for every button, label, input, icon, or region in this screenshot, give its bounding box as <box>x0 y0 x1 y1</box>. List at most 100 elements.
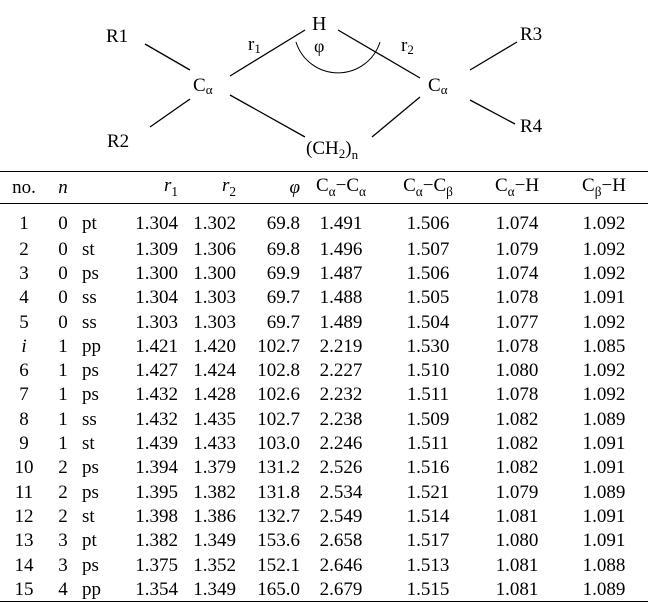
bond-bridge-left <box>230 95 305 137</box>
cell-n: 2 <box>48 456 78 480</box>
cell-ca-ca: 2.658 <box>300 529 382 553</box>
cell-phi: 103.0 <box>236 431 300 455</box>
cell-r1: 1.398 <box>118 504 178 528</box>
cell-r1: 1.395 <box>118 480 178 504</box>
cell-ca-cb: 1.530 <box>382 334 474 358</box>
cell-type: pt <box>78 529 118 553</box>
cell-ca-cb: 1.506 <box>382 261 474 285</box>
cell-ca-cb: 1.505 <box>382 286 474 310</box>
cell-ca-h: 1.074 <box>474 261 560 285</box>
cell-ca-h: 1.078 <box>474 286 560 310</box>
cell-r2: 1.433 <box>178 431 236 455</box>
table-row: 61ps1.4271.424102.82.2271.5101.0801.092 <box>0 358 648 382</box>
cell-r2: 1.302 <box>178 204 236 238</box>
cell-cb-h: 1.092 <box>560 237 648 261</box>
cell-ca-ca: 2.534 <box>300 480 382 504</box>
bond-r2-label: r2 <box>401 35 414 57</box>
cell-r2: 1.420 <box>178 334 236 358</box>
cell-ca-h: 1.081 <box>474 577 560 602</box>
cell-no: 2 <box>0 237 48 261</box>
cell-ca-ca: 2.232 <box>300 383 382 407</box>
cell-n: 2 <box>48 504 78 528</box>
bond-r1-left <box>145 44 190 70</box>
cell-type: pp <box>78 334 118 358</box>
cell-ca-h: 1.080 <box>474 529 560 553</box>
table-row: 102ps1.3941.379131.22.5261.5161.0821.091 <box>0 456 648 480</box>
table-row: 143ps1.3751.352152.12.6461.5131.0811.088 <box>0 553 648 577</box>
cell-no: i <box>0 334 48 358</box>
bond-bridge-right <box>372 97 420 137</box>
header-no: no. <box>0 172 48 204</box>
cell-ca-ca: 2.526 <box>300 456 382 480</box>
cell-no: 4 <box>0 286 48 310</box>
cell-cb-h: 1.092 <box>560 261 648 285</box>
cell-ca-ca: 2.646 <box>300 553 382 577</box>
cell-phi: 69.8 <box>236 237 300 261</box>
cell-ca-cb: 1.511 <box>382 431 474 455</box>
cell-r2: 1.424 <box>178 358 236 382</box>
cell-ca-ca: 1.488 <box>300 286 382 310</box>
cell-n: 3 <box>48 529 78 553</box>
cell-ca-cb: 1.517 <box>382 529 474 553</box>
cell-ca-ca: 2.219 <box>300 334 382 358</box>
substituent-r3: R3 <box>520 24 542 45</box>
header-r2: r2 <box>178 172 236 204</box>
cell-r2: 1.300 <box>178 261 236 285</box>
cell-ca-h: 1.078 <box>474 334 560 358</box>
table-row: 50ss1.3031.30369.71.4891.5041.0771.092 <box>0 310 648 334</box>
table-row: i1pp1.4211.420102.72.2191.5301.0781.085 <box>0 334 648 358</box>
structure-diagram: R1 R2 R3 R4 Cα Cα H φ r1 r2 (CH2)n <box>0 0 648 170</box>
carbon-left: Cα <box>193 75 213 97</box>
cell-type: ss <box>78 286 118 310</box>
cell-r1: 1.300 <box>118 261 178 285</box>
cell-n: 0 <box>48 286 78 310</box>
cell-no: 3 <box>0 261 48 285</box>
cell-r2: 1.303 <box>178 310 236 334</box>
cell-n: 1 <box>48 358 78 382</box>
cell-ca-cb: 1.511 <box>382 383 474 407</box>
cell-phi: 132.7 <box>236 504 300 528</box>
cell-cb-h: 1.089 <box>560 407 648 431</box>
cell-phi: 153.6 <box>236 529 300 553</box>
substituent-r4: R4 <box>520 116 543 137</box>
cell-ca-h: 1.082 <box>474 407 560 431</box>
cell-no: 5 <box>0 310 48 334</box>
cell-type: ss <box>78 407 118 431</box>
cell-cb-h: 1.092 <box>560 204 648 238</box>
cell-type: st <box>78 237 118 261</box>
cell-r2: 1.379 <box>178 456 236 480</box>
cell-ca-cb: 1.515 <box>382 577 474 602</box>
cell-phi: 165.0 <box>236 577 300 602</box>
cell-ca-h: 1.079 <box>474 237 560 261</box>
cell-ca-ca: 2.238 <box>300 407 382 431</box>
cell-r1: 1.354 <box>118 577 178 602</box>
cell-ca-ca: 2.549 <box>300 504 382 528</box>
cell-phi: 102.7 <box>236 407 300 431</box>
cell-r2: 1.428 <box>178 383 236 407</box>
cell-ca-ca: 1.487 <box>300 261 382 285</box>
cell-n: 1 <box>48 431 78 455</box>
cell-n: 0 <box>48 204 78 238</box>
cell-r1: 1.304 <box>118 204 178 238</box>
cell-cb-h: 1.089 <box>560 480 648 504</box>
cell-ca-cb: 1.509 <box>382 407 474 431</box>
cell-ca-h: 1.080 <box>474 358 560 382</box>
cell-ca-ca: 2.227 <box>300 358 382 382</box>
cell-n: 1 <box>48 407 78 431</box>
substituent-r1: R1 <box>106 26 128 47</box>
geometry-table: no. n r1 r2 φ Cα−Cα Cα−Cβ Cα−H Cβ−H 10pt… <box>0 171 648 602</box>
cell-phi: 102.7 <box>236 334 300 358</box>
cell-no: 14 <box>0 553 48 577</box>
cell-no: 7 <box>0 383 48 407</box>
cell-n: 3 <box>48 553 78 577</box>
cell-r1: 1.382 <box>118 529 178 553</box>
cell-r1: 1.421 <box>118 334 178 358</box>
cell-ca-cb: 1.504 <box>382 310 474 334</box>
cell-type: ps <box>78 358 118 382</box>
cell-r1: 1.439 <box>118 431 178 455</box>
header-n: n <box>48 172 78 204</box>
cell-ca-h: 1.082 <box>474 431 560 455</box>
table-row: 40ss1.3041.30369.71.4881.5051.0781.091 <box>0 286 648 310</box>
cell-n: 1 <box>48 383 78 407</box>
cell-ca-cb: 1.507 <box>382 237 474 261</box>
